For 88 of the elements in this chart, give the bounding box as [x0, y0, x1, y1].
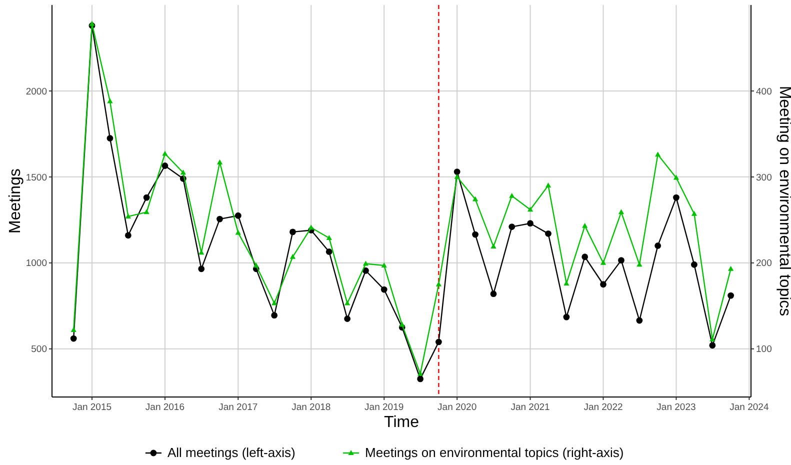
point [673, 194, 680, 201]
point [490, 290, 497, 298]
y2-tick-label: 200 [756, 258, 772, 270]
point [290, 228, 296, 236]
point [271, 312, 278, 319]
x-tick-label: Jan 2020 [438, 402, 477, 413]
point [180, 170, 186, 175]
y2-tick-label: 400 [756, 86, 772, 98]
point [216, 216, 223, 222]
point [636, 317, 643, 324]
x-tick-label: Jan 2022 [584, 402, 623, 413]
point [124, 232, 132, 239]
point [326, 248, 332, 255]
point [344, 316, 351, 322]
point [70, 326, 76, 332]
point [89, 20, 95, 26]
y-tick-label: 500 [31, 344, 47, 356]
point [582, 222, 588, 228]
point [527, 220, 534, 227]
y-tick-label: 1000 [26, 258, 47, 270]
point [709, 342, 716, 349]
point [70, 335, 77, 342]
point [600, 281, 606, 288]
point [508, 224, 516, 230]
point [417, 370, 424, 376]
point [691, 210, 698, 216]
point [399, 322, 405, 327]
point [618, 209, 624, 214]
point [472, 231, 478, 238]
point [234, 212, 242, 219]
point [490, 244, 496, 249]
point [545, 182, 552, 188]
legend-label: All meetings (left-axis) [167, 445, 296, 460]
point [162, 162, 168, 169]
point [654, 242, 662, 249]
point [527, 206, 534, 212]
x-tick-label: Jan 2019 [364, 402, 404, 413]
point [198, 266, 205, 272]
x-tick-label: Jan 2016 [145, 402, 185, 413]
point [144, 209, 150, 214]
point [436, 281, 442, 286]
point [162, 150, 168, 156]
point [454, 168, 460, 175]
point [106, 135, 114, 142]
x-tick-label: Jan 2024 [730, 402, 769, 413]
point [728, 266, 734, 271]
point [618, 257, 624, 264]
point [509, 192, 515, 198]
point [545, 230, 552, 237]
point [380, 286, 388, 293]
point [728, 292, 734, 299]
point [563, 314, 570, 320]
y2-tick-label: 100 [756, 344, 772, 356]
point [381, 262, 387, 268]
point [235, 230, 241, 235]
point [417, 376, 424, 382]
x-tick-label: Jan 2015 [72, 402, 112, 413]
point [655, 152, 661, 157]
point [272, 300, 278, 306]
point [435, 338, 442, 346]
point [216, 159, 223, 164]
y2-tick-label: 300 [756, 172, 772, 184]
point [308, 224, 314, 230]
point [344, 300, 350, 306]
y-tick-label: 1500 [26, 172, 47, 184]
point [582, 254, 588, 260]
point [362, 260, 369, 266]
point [107, 98, 113, 104]
point [691, 261, 698, 268]
point [600, 260, 606, 265]
legend-label: Meetings on environmental topics (right-axis) [365, 445, 624, 460]
x-tick-label: Jan 2023 [656, 402, 696, 413]
point [636, 262, 642, 267]
x-tick-label: Jan 2021 [510, 402, 550, 413]
point [673, 174, 680, 180]
y-tick-label: 2000 [26, 86, 47, 98]
x-tick-label: Jan 2017 [218, 402, 258, 413]
x-tick-label: Jan 2018 [292, 402, 331, 413]
x-axis-title: Time [384, 414, 420, 431]
point [326, 234, 332, 240]
point [125, 213, 131, 218]
point [143, 194, 150, 201]
point [454, 174, 460, 179]
point [564, 280, 570, 286]
point [472, 196, 478, 202]
point [290, 254, 296, 259]
y-axis-title: Meetings [7, 168, 24, 234]
point [253, 262, 259, 268]
